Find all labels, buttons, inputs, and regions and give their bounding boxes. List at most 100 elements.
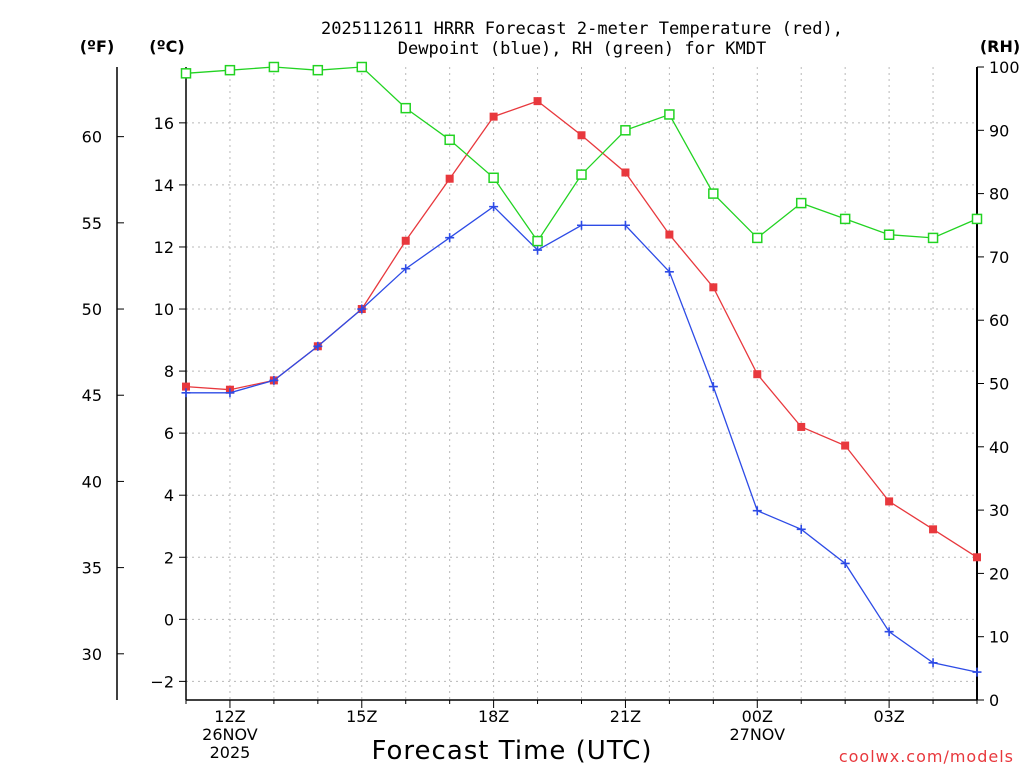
axes xyxy=(116,66,984,708)
dewpoint-point xyxy=(181,388,191,398)
temperature-point xyxy=(841,441,850,450)
temperature-point xyxy=(401,236,410,245)
dewpoint-point xyxy=(357,304,367,314)
rh-point xyxy=(444,134,455,146)
rh-point xyxy=(488,172,499,184)
dewpoint-point xyxy=(928,658,938,668)
rh-point xyxy=(532,235,543,247)
rh-line xyxy=(185,66,978,243)
temperature-point xyxy=(753,370,762,379)
x-axis-label: Forecast Time (UTC) xyxy=(371,736,652,766)
temperature-point xyxy=(577,131,586,140)
temperature-point xyxy=(621,168,630,177)
rh-point xyxy=(356,61,368,73)
fahrenheit-tick-label: 60 xyxy=(82,128,102,147)
celsius-tick-label: 4 xyxy=(164,486,174,505)
rh-point xyxy=(268,61,280,73)
dewpoint-point xyxy=(752,506,762,516)
dewpoint-point xyxy=(489,202,499,212)
temperature-point xyxy=(533,97,542,106)
gridlines xyxy=(186,67,977,700)
data-series xyxy=(180,61,983,677)
rh-tick-label: 60 xyxy=(989,311,1009,330)
rh-tick-label: 30 xyxy=(989,501,1009,520)
celsius-tick-label: 2 xyxy=(164,548,174,567)
rh-point xyxy=(620,125,631,136)
rh-point xyxy=(883,229,895,240)
temperature-point xyxy=(445,174,454,183)
fahrenheit-unit-label: (ºF) xyxy=(80,37,115,56)
chart-title-line-1: 2025112611 HRRR Forecast 2-meter Tempera… xyxy=(321,19,843,39)
x-tick-label: 03Z xyxy=(873,707,904,726)
temperature-point xyxy=(929,525,938,534)
rh-tick-label: 100 xyxy=(989,58,1020,77)
temperature-point xyxy=(797,422,806,431)
fahrenheit-tick-label: 50 xyxy=(82,300,102,319)
celsius-tick-label: 12 xyxy=(154,238,174,257)
rh-tick-label: 70 xyxy=(989,248,1009,267)
rh-point xyxy=(400,102,411,114)
dewpoint-point xyxy=(401,264,411,274)
fahrenheit-tick-label: 55 xyxy=(82,214,102,233)
rh-point xyxy=(752,232,763,244)
celsius-tick-label: 14 xyxy=(154,176,174,195)
rh-point xyxy=(971,213,983,225)
rh-point xyxy=(576,169,587,180)
fahrenheit-tick-label: 40 xyxy=(82,472,102,491)
x-tick-label: 00Z xyxy=(742,707,773,726)
celsius-tick-label: 10 xyxy=(154,300,174,319)
rh-point xyxy=(927,232,939,244)
source-credit: coolwx.com/models xyxy=(839,747,1014,766)
celsius-tick-label: 16 xyxy=(154,114,174,133)
rh-point xyxy=(180,68,192,79)
dewpoint-point xyxy=(620,220,630,230)
celsius-tick-label: −2 xyxy=(150,672,174,691)
celsius-tick-label: 6 xyxy=(164,424,174,443)
rh-unit-label: (RH) xyxy=(980,37,1020,56)
x-tick-label: 12Z xyxy=(214,707,245,726)
x-tick-label: 18Z xyxy=(478,707,509,726)
celsius-tick-label: 0 xyxy=(164,610,174,629)
x-tick-label: 27NOV xyxy=(729,725,785,744)
fahrenheit-tick-label: 35 xyxy=(82,559,102,578)
dewpoint-point xyxy=(577,220,586,230)
dewpoint-point xyxy=(796,524,806,534)
rh-tick-label: 10 xyxy=(989,628,1009,647)
dewpoint-point xyxy=(840,558,850,568)
tick-labels: −2 0 2 4 6 8 10 12 14 16 30 35 40 45 50 55 60 0 10 20 30 40 50… xyxy=(82,58,1020,762)
x-tick-label: 21Z xyxy=(610,707,641,726)
dewpoint-point xyxy=(972,667,982,677)
rh-tick-label: 20 xyxy=(989,564,1009,583)
rh-point xyxy=(839,213,851,225)
rh-point xyxy=(224,64,236,76)
rh-point xyxy=(795,197,807,209)
x-tick-label: 2025 xyxy=(210,743,251,762)
rh-tick-label: 40 xyxy=(989,438,1009,457)
x-tick-label: 15Z xyxy=(346,707,377,726)
rh-tick-label: 0 xyxy=(989,691,999,710)
rh-tick-label: 80 xyxy=(989,185,1009,204)
dewpoint-point xyxy=(533,245,543,255)
rh-point xyxy=(708,188,719,199)
dewpoint-point xyxy=(313,341,323,351)
dewpoint-point xyxy=(884,627,894,637)
fahrenheit-tick-label: 45 xyxy=(82,386,102,405)
rh-point xyxy=(312,64,324,76)
temperature-point xyxy=(885,497,894,506)
celsius-unit-label: (ºC) xyxy=(149,37,184,56)
temperature-point xyxy=(665,230,674,239)
chart-title-line-2: Dewpoint (blue), RH (green) for KMDT xyxy=(398,39,766,59)
rh-tick-label: 50 xyxy=(989,375,1009,394)
dewpoint-point xyxy=(708,382,718,392)
fahrenheit-tick-label: 30 xyxy=(82,645,102,664)
temperature-point xyxy=(709,283,718,292)
dewpoint-point xyxy=(664,267,674,277)
rh-tick-label: 90 xyxy=(989,121,1009,140)
dewpoint-point xyxy=(445,233,455,243)
temperature-point xyxy=(489,112,498,121)
celsius-tick-label: 8 xyxy=(164,362,174,381)
dewpoint-point xyxy=(225,388,235,398)
rh-point xyxy=(664,109,675,120)
x-tick-label: 26NOV xyxy=(202,725,258,744)
